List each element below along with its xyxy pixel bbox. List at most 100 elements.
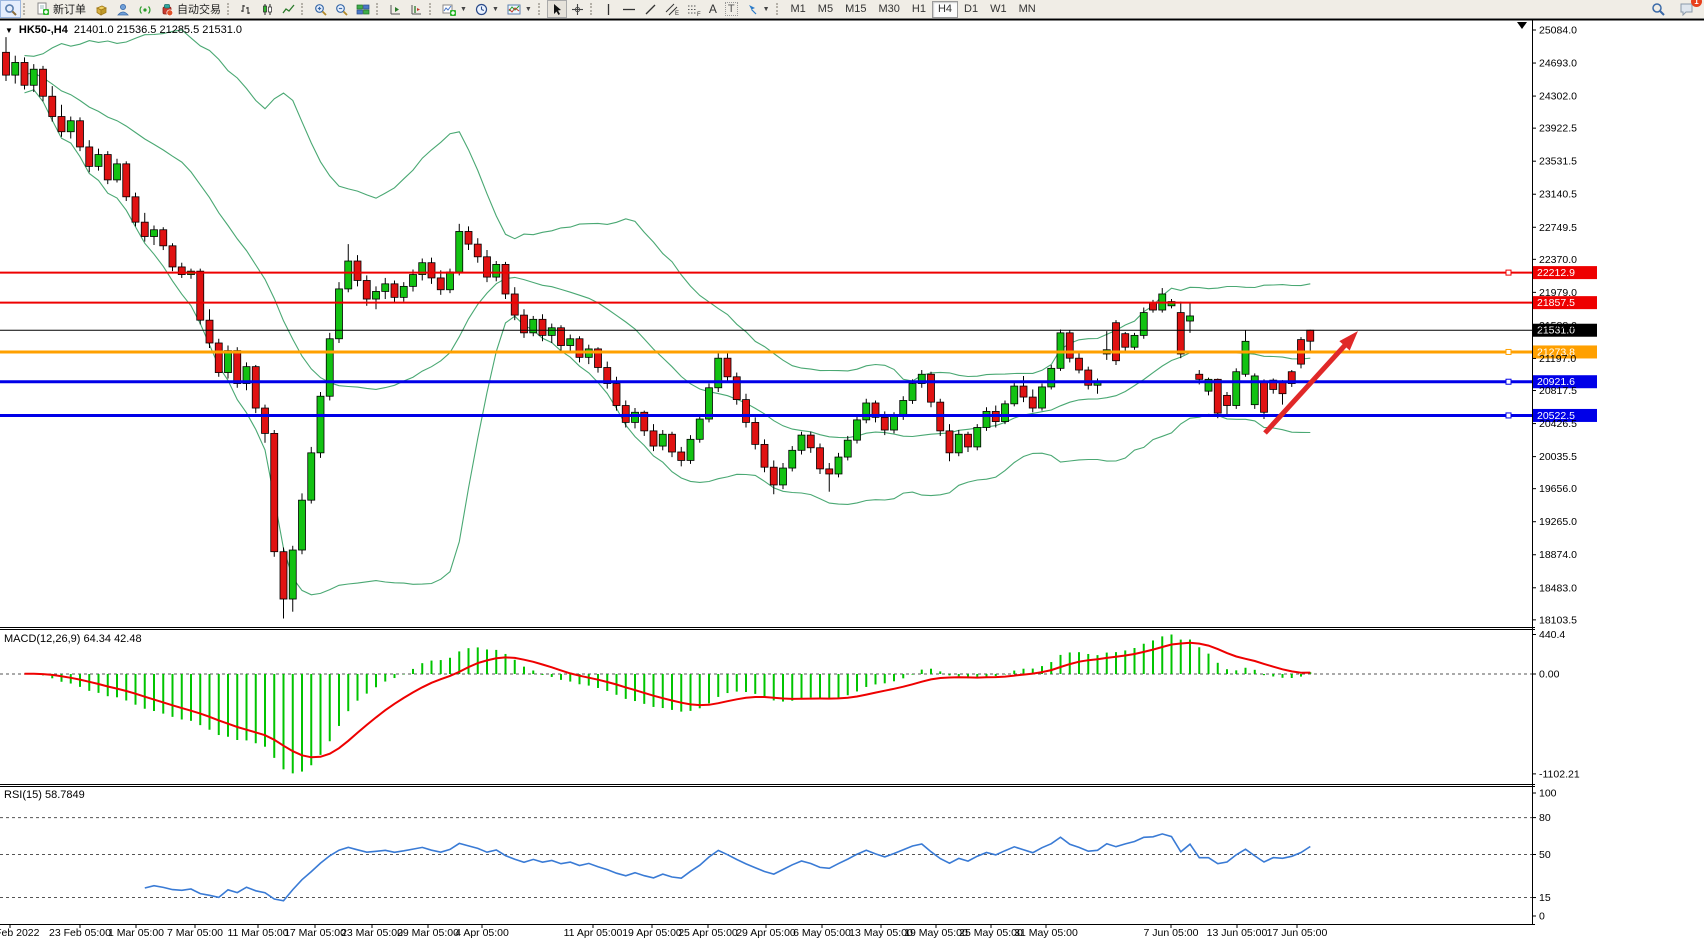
- candle-body: [686, 438, 695, 461]
- timeframe-h1-button[interactable]: H1: [911, 2, 926, 15]
- price-tick-label: 18483.0: [1539, 582, 1577, 594]
- timeframe-m15-button[interactable]: M15: [845, 2, 867, 15]
- candlestick-icon: [263, 3, 272, 15]
- tile-windows-button[interactable]: [352, 0, 374, 18]
- equidistant-channel-button[interactable]: E: [661, 0, 683, 18]
- time-axis-label[interactable]: 7 Jun 05:00: [1144, 927, 1199, 939]
- time-axis-label[interactable]: 17 Mar 05:00: [284, 927, 346, 939]
- time-axis-label[interactable]: 1 Mar 05:00: [108, 927, 164, 939]
- svg-text:20921.6: 20921.6: [1537, 376, 1575, 388]
- chart-canvas[interactable]: 22212.9 21857.5 21531.0 21273.8 20921.6 20522…: [0, 18, 1704, 943]
- price-tick-label: 19656.0: [1539, 483, 1577, 495]
- candle-body: [409, 274, 417, 287]
- horizontal-line-22212.9[interactable]: 22212.9: [0, 266, 1597, 280]
- symbol-dropdown-icon[interactable]: ▼: [5, 25, 13, 35]
- quotes-button[interactable]: [90, 0, 112, 18]
- candle-body: [640, 411, 649, 432]
- price-tick-label: 21588.0: [1539, 320, 1577, 332]
- bollinger-middle-band: [24, 72, 1311, 439]
- auto-scroll-button[interactable]: [385, 0, 406, 18]
- arrows-tool-button[interactable]: ▼: [742, 0, 774, 18]
- time-axis-label[interactable]: 25 May 05:00: [959, 927, 1023, 939]
- cursor-button[interactable]: [546, 0, 567, 18]
- toolbar-grip[interactable]: [227, 3, 234, 15]
- chart-area[interactable]: 22212.9 21857.5 21531.0 21273.8 20921.6 20522…: [0, 18, 1704, 943]
- toolbar-grip[interactable]: [537, 3, 545, 15]
- time-axis-label[interactable]: 11 Apr 05:00: [564, 927, 623, 939]
- time-axis-label[interactable]: 31 May 05:00: [1014, 927, 1078, 939]
- toolbar-grip[interactable]: [775, 3, 783, 15]
- chart-shift-button[interactable]: [406, 0, 427, 18]
- toolbar-grip[interactable]: [589, 3, 597, 15]
- candle-body: [455, 231, 464, 273]
- main-toolbar: 新订单 自动交易 ▼ ▼: [0, 0, 1704, 19]
- time-axis-label[interactable]: 7 Mar 05:00: [167, 927, 223, 939]
- indicators-search-button[interactable]: [0, 0, 21, 18]
- periods-button[interactable]: ▼: [471, 0, 503, 18]
- crosshair-button[interactable]: [567, 0, 588, 18]
- time-axis-label[interactable]: 13 May 05:00: [849, 927, 913, 939]
- time-axis-label[interactable]: 4 Apr 05:00: [455, 927, 509, 939]
- horizontal-line-20522.5[interactable]: 20522.5: [0, 408, 1597, 422]
- horizontal-line-21273.8[interactable]: 21273.8: [0, 345, 1597, 359]
- time-axis-label[interactable]: 19 Apr 05:00: [622, 927, 682, 939]
- vertical-line-button[interactable]: [599, 0, 618, 18]
- horizontal-line-21531.0[interactable]: 21531.0: [0, 323, 1597, 337]
- candle-body: [1075, 357, 1083, 371]
- zoom-out-button[interactable]: [331, 0, 352, 18]
- toolbar-grip[interactable]: [429, 3, 436, 15]
- rsi-value: 58.7849: [44, 789, 85, 801]
- candle-body: [131, 196, 140, 223]
- new-order-button[interactable]: 新订单: [32, 0, 90, 18]
- candle-body: [843, 439, 852, 458]
- horizontal-line-button[interactable]: [618, 0, 640, 18]
- candle-body: [492, 264, 501, 278]
- templates-button[interactable]: ▼: [503, 0, 536, 18]
- text-label-button[interactable]: T: [721, 0, 742, 18]
- time-axis-label[interactable]: 6 May 05:00: [793, 927, 851, 939]
- horizontal-line-20921.6[interactable]: 20921.6: [0, 375, 1597, 389]
- time-axis-label[interactable]: 29 Mar 05:00: [397, 927, 459, 939]
- macd-axis-label: 440.4: [1539, 629, 1565, 641]
- text-tool-button[interactable]: A: [705, 0, 721, 18]
- time-axis-label[interactable]: 23 Feb 05:00: [49, 927, 111, 939]
- time-axis-label[interactable]: 17 Jun 05:00: [1267, 927, 1328, 939]
- fibonacci-button[interactable]: F: [683, 0, 705, 18]
- line-chart-button[interactable]: [278, 0, 299, 18]
- timeframe-m5-button[interactable]: M5: [817, 2, 834, 15]
- timeframe-w1-button[interactable]: W1: [990, 2, 1007, 15]
- candle-body: [1186, 315, 1194, 322]
- trend-arrow-annotation[interactable]: [1263, 331, 1358, 435]
- signals-button[interactable]: [134, 0, 156, 18]
- notifications-button[interactable]: 1: [1675, 0, 1702, 18]
- time-axis-label[interactable]: 11 Mar 05:00: [227, 927, 288, 939]
- toolbar-grip[interactable]: [301, 3, 308, 15]
- time-axis-label[interactable]: 23 Mar 05:00: [341, 927, 403, 939]
- timeframe-m1-button[interactable]: M1: [790, 2, 806, 15]
- candle-body: [159, 229, 168, 247]
- new-order-label: 新订单: [53, 4, 86, 16]
- time-axis-label[interactable]: 29 Apr 05:00: [736, 927, 796, 939]
- candlestick-chart-button[interactable]: [257, 0, 278, 18]
- time-axis-label[interactable]: 25 Apr 05:00: [678, 927, 738, 939]
- toolbar-grip[interactable]: [376, 3, 383, 15]
- candle-body: [464, 231, 473, 245]
- new-order-icon: [37, 2, 49, 15]
- horizontal-line-21857.5[interactable]: 21857.5: [0, 296, 1597, 310]
- trendline-button[interactable]: [640, 0, 661, 18]
- time-axis-label[interactable]: 19 May 05:00: [904, 927, 968, 939]
- chart-shift-marker[interactable]: [1517, 22, 1527, 29]
- timeframe-m30-button[interactable]: M30: [878, 2, 900, 15]
- time-axis-label[interactable]: 17 Feb 2022: [0, 927, 40, 939]
- autotrading-button[interactable]: 自动交易: [156, 0, 225, 18]
- zoom-in-button[interactable]: [310, 0, 331, 18]
- timeframe-d1-button[interactable]: D1: [964, 2, 979, 15]
- toolbar-grip[interactable]: [23, 3, 30, 15]
- new-chart-button[interactable]: ▼: [438, 0, 471, 18]
- timeframe-h4-button[interactable]: H4: [931, 0, 958, 18]
- timeframe-mn-button[interactable]: MN: [1018, 2, 1036, 15]
- market-watch-button[interactable]: [112, 0, 134, 18]
- bar-chart-button[interactable]: [236, 0, 257, 18]
- time-axis-label[interactable]: 13 Jun 05:00: [1207, 927, 1268, 939]
- search-button[interactable]: [1647, 0, 1669, 18]
